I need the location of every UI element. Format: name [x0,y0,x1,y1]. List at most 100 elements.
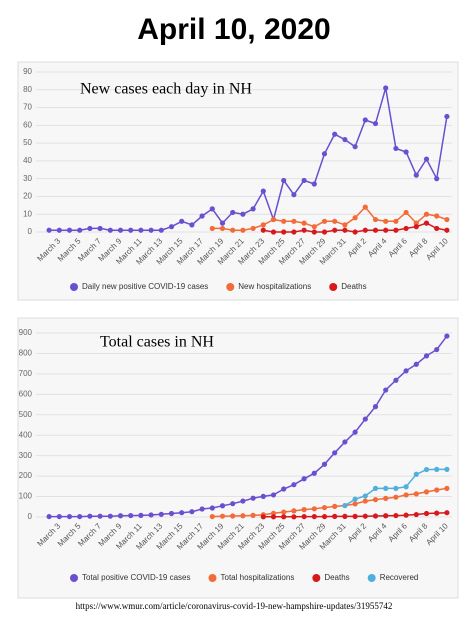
y-tick-label: 70 [23,103,32,112]
y-tick-label: 100 [19,492,33,501]
data-point [250,225,256,232]
data-point [56,513,62,520]
data-point [362,117,368,123]
data-point [444,466,450,472]
data-point [342,513,348,519]
data-point [168,224,175,230]
data-point [148,512,154,518]
data-point [342,439,348,445]
data-point [321,461,328,467]
data-point [260,514,266,520]
legend-swatch [70,283,78,291]
data-point [219,225,226,232]
data-point [383,218,389,224]
data-point [434,225,440,232]
data-point [434,213,440,219]
data-point [291,482,297,488]
data-point [230,227,236,233]
data-point [413,172,419,178]
data-point [97,225,103,232]
data-point [403,368,409,374]
data-point [332,227,338,233]
data-point [332,450,338,456]
data-point [301,513,307,520]
data-point [434,466,440,472]
data-point [393,377,399,383]
data-point [107,227,113,233]
data-point [199,506,205,512]
y-tick-label: 200 [19,471,33,480]
data-point [128,512,134,519]
data-point [107,513,113,519]
data-point [321,504,328,511]
data-point [240,211,246,217]
y-tick-label: 0 [28,227,33,236]
y-tick-label: 20 [23,192,32,201]
data-point [423,156,430,162]
data-point [250,495,256,501]
data-point [87,225,93,232]
data-point [372,497,379,503]
data-point [230,513,236,519]
data-point [423,220,430,226]
data-point [46,513,52,520]
data-point [342,227,348,233]
data-point [270,514,277,520]
legend-label: Daily new positive COVID-19 cases [82,282,208,291]
data-point [281,509,287,515]
legend-label: New hospitalizations [238,282,311,291]
data-point [179,218,185,224]
chart-title: New cases each day in NH [80,81,252,98]
data-point [372,216,379,223]
data-point [240,513,246,519]
data-point [321,151,328,157]
y-tick-label: 400 [19,430,33,439]
data-point [291,508,297,514]
y-tick-label: 300 [19,451,33,460]
data-point [311,181,317,187]
y-tick-label: 10 [23,209,32,218]
data-point [66,513,73,520]
data-point [332,218,338,224]
data-point [332,513,338,519]
data-point [189,222,195,228]
panel [17,317,459,599]
data-point [250,512,256,518]
data-point [56,227,62,233]
data-point [352,144,358,150]
data-point [260,222,266,228]
data-point [362,416,368,422]
data-point [352,496,358,502]
data-point [383,495,389,501]
data-point [362,204,368,210]
data-point [209,225,215,232]
series-line [49,335,448,518]
data-point [291,192,297,198]
data-point [403,492,409,498]
data-point [138,512,144,518]
data-point [291,514,297,520]
legend-label: Recovered [380,573,419,582]
legend-swatch [208,574,217,582]
data-point [352,229,358,235]
data-point [362,498,368,504]
data-point [97,513,103,519]
data-point [291,229,297,235]
data-point [362,513,368,519]
data-point [393,145,399,152]
data-point [444,113,450,120]
data-point [444,333,450,339]
data-point [260,493,266,499]
data-point [77,227,83,233]
y-tick-label: 30 [23,174,32,183]
data-point [332,131,338,137]
data-point [301,220,307,226]
data-point [46,227,52,233]
data-point [240,498,246,504]
legend-swatch [367,574,376,582]
data-point [393,227,399,233]
data-point [281,177,287,184]
data-point [311,229,317,235]
data-point [342,222,348,228]
